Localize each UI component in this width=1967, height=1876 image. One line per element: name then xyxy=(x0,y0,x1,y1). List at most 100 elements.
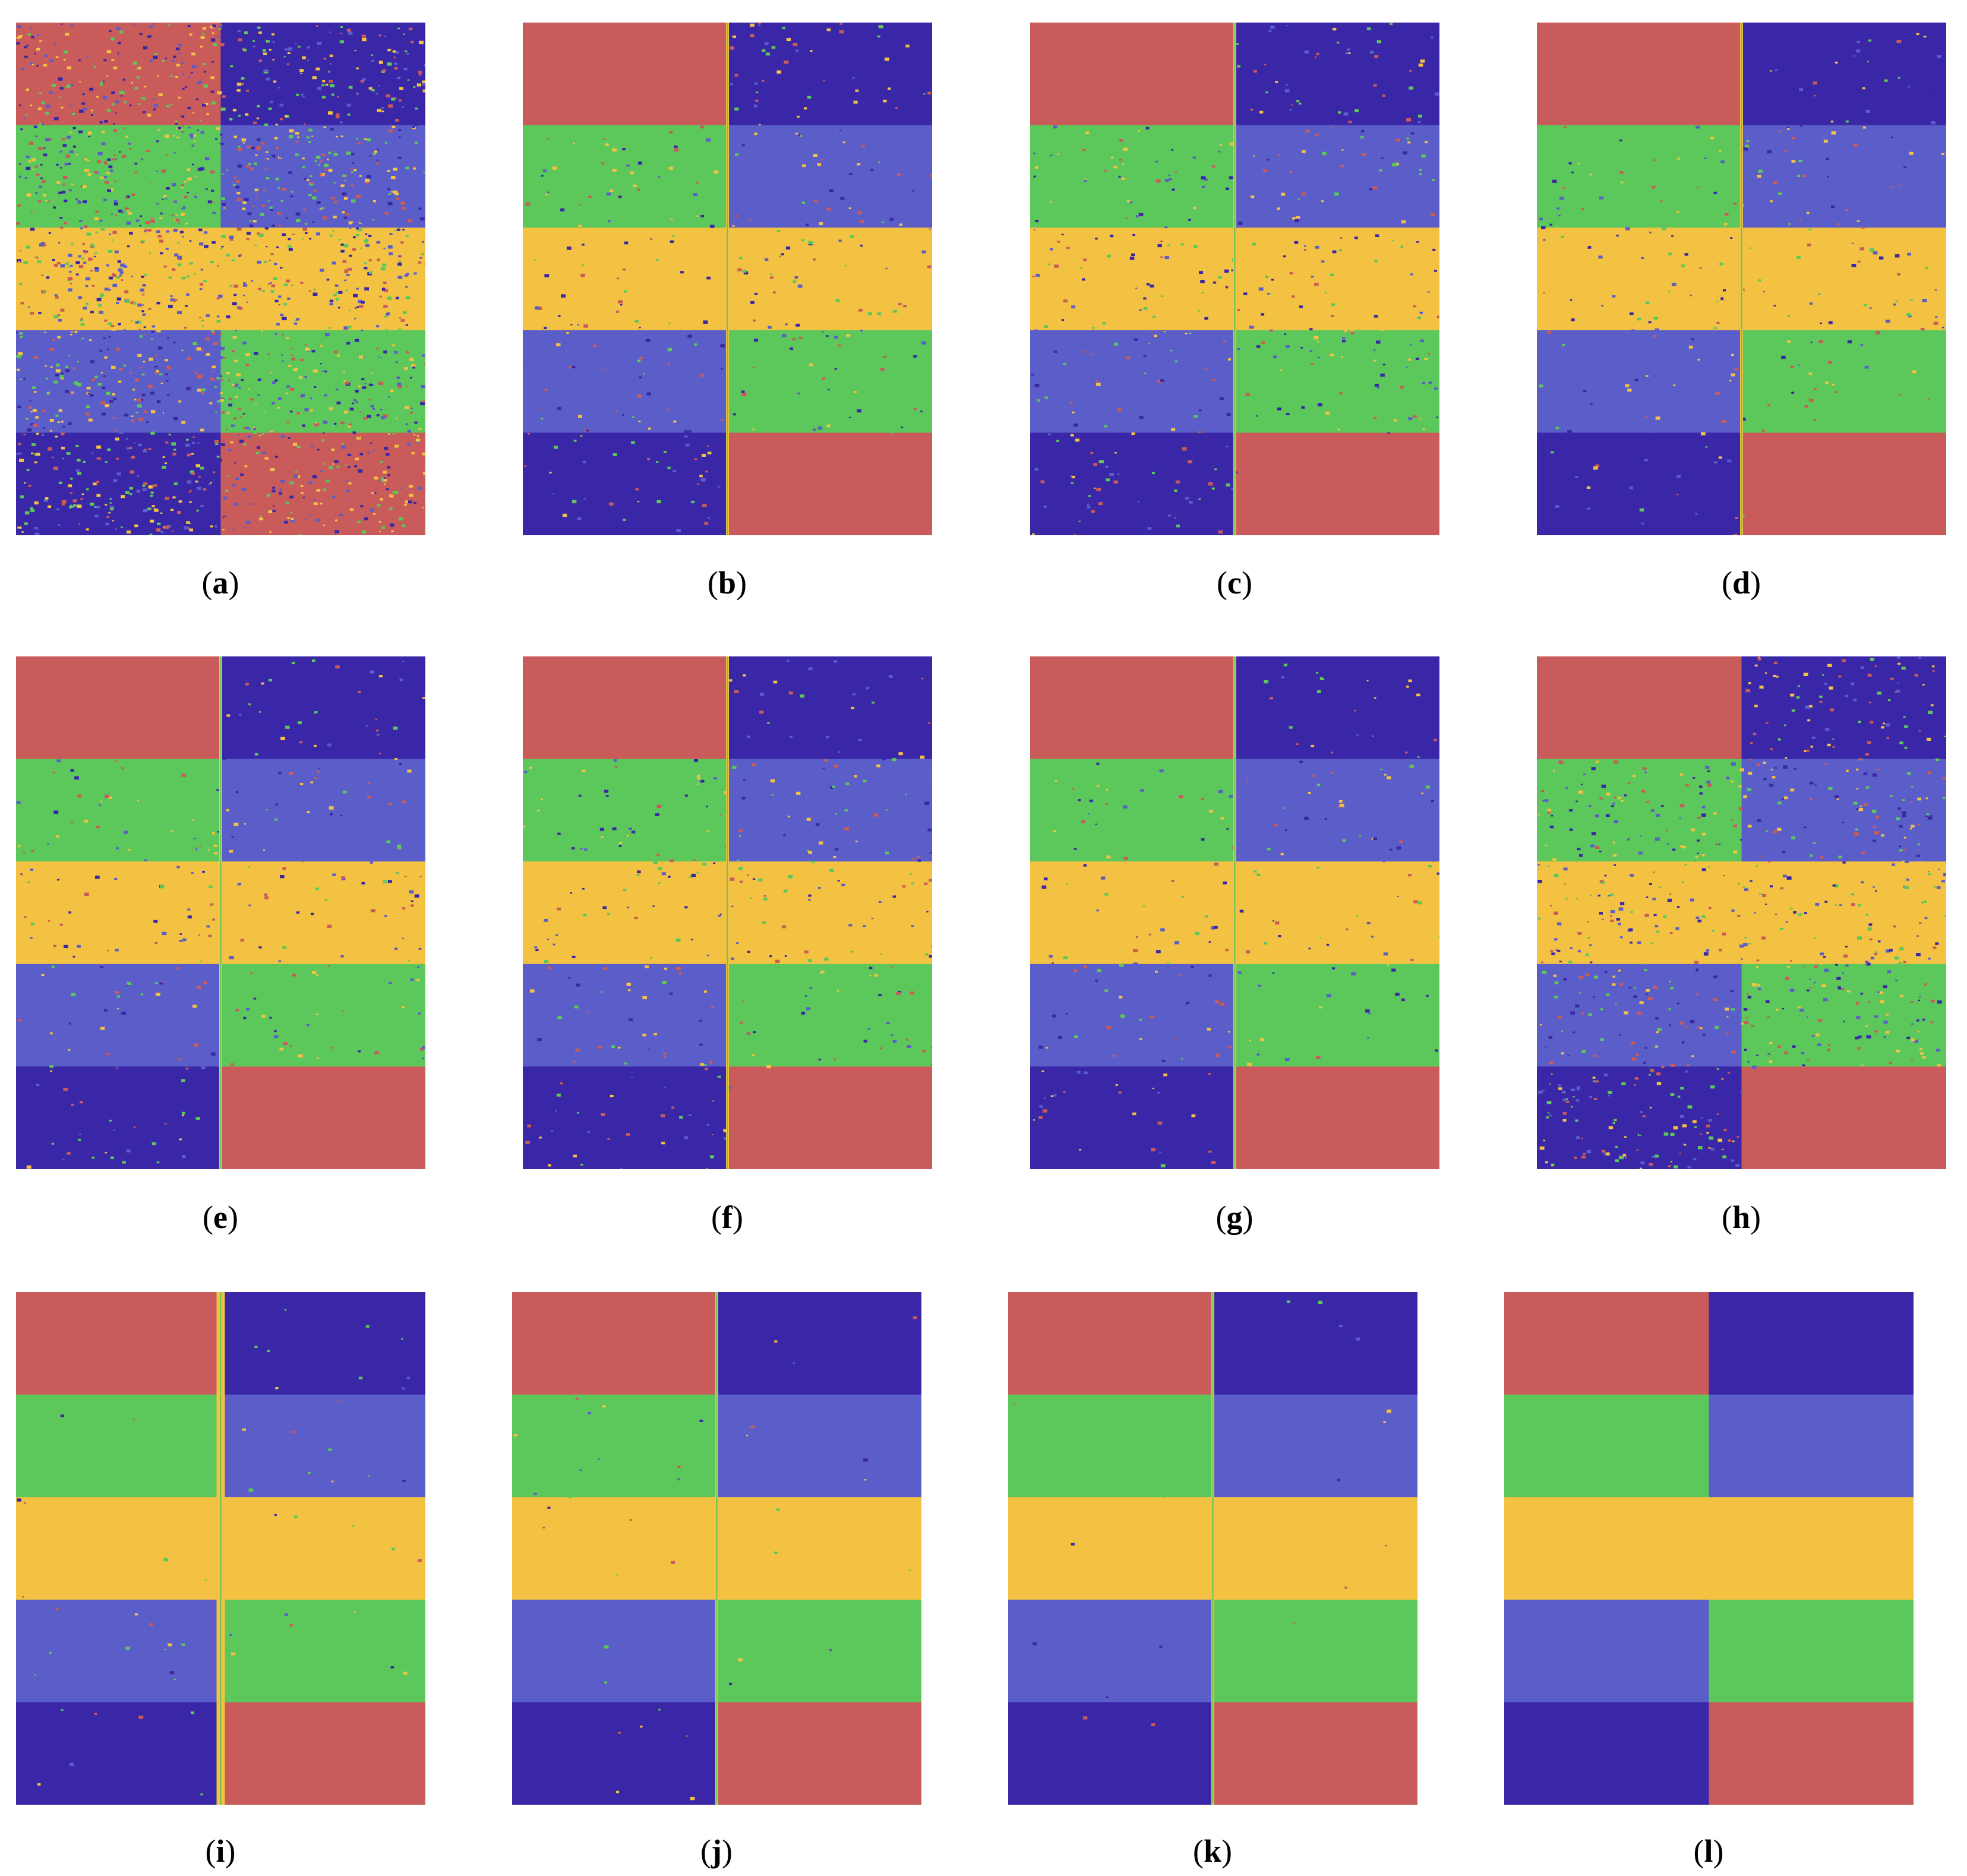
panel-a xyxy=(16,23,425,535)
region-right-red xyxy=(716,1702,921,1805)
region-left-red xyxy=(1008,1292,1213,1395)
region-left-red xyxy=(16,1292,221,1395)
region-right-green xyxy=(1234,330,1439,433)
region-left-light_blue xyxy=(1008,1599,1213,1703)
region-left-green xyxy=(1537,125,1742,228)
region-right-red xyxy=(1213,1702,1417,1805)
region-left-dark_blue xyxy=(1537,432,1742,535)
region-right-light_blue xyxy=(716,1394,921,1498)
region-left-dark_blue xyxy=(1030,1066,1235,1169)
region-right-red xyxy=(1234,1066,1439,1169)
region-left-red xyxy=(1030,23,1235,126)
region-right-dark_blue xyxy=(220,23,425,126)
region-left-yellow xyxy=(16,1497,221,1600)
region-left-red xyxy=(523,23,728,126)
region-right-green xyxy=(220,330,425,433)
region-right-dark_blue xyxy=(1234,23,1439,126)
panel-l xyxy=(1504,1292,1914,1805)
caption-label: d xyxy=(1732,565,1751,601)
region-right-dark_blue xyxy=(220,1292,425,1395)
noise-speckles xyxy=(1032,664,1439,1168)
region-left-red xyxy=(523,656,728,760)
segmentation-map-d xyxy=(1537,23,1946,535)
region-right-green xyxy=(727,964,932,1067)
region-right-light_blue xyxy=(727,759,932,862)
region-right-red xyxy=(727,1066,932,1169)
boundary-edge xyxy=(220,1292,222,1805)
region-right-green xyxy=(1741,964,1946,1067)
region-left-light_blue xyxy=(1030,330,1235,433)
segmentation-map-k xyxy=(1008,1292,1417,1805)
region-right-light_blue xyxy=(220,1394,425,1498)
noise-speckles xyxy=(16,23,425,535)
region-right-dark_blue xyxy=(716,1292,921,1395)
region-right-green xyxy=(1234,964,1439,1067)
caption-label: e xyxy=(213,1199,228,1235)
region-left-green xyxy=(1008,1394,1213,1498)
region-left-red xyxy=(1537,23,1742,126)
region-left-red xyxy=(16,656,221,760)
region-left-red xyxy=(1504,1292,1709,1395)
noise-speckles xyxy=(1539,23,1946,535)
region-right-yellow xyxy=(1234,228,1439,331)
noise-speckles xyxy=(1013,1300,1391,1791)
region-left-red xyxy=(1537,656,1742,760)
caption-label: l xyxy=(1704,1833,1713,1869)
panel-b xyxy=(523,23,932,535)
caption-c: (c) xyxy=(1217,565,1252,601)
region-right-red xyxy=(220,432,425,535)
region-left-green xyxy=(16,759,221,862)
segmentation-map-c xyxy=(1030,23,1439,535)
region-right-green xyxy=(220,1599,425,1703)
caption-j: (j) xyxy=(700,1833,733,1869)
panel-i xyxy=(16,1292,425,1805)
region-left-dark_blue xyxy=(1030,432,1235,535)
panel-f xyxy=(523,656,932,1169)
caption-l: (l) xyxy=(1693,1833,1724,1869)
region-right-light_blue xyxy=(727,125,932,228)
region-right-green xyxy=(220,964,425,1067)
region-left-dark_blue xyxy=(1008,1702,1213,1805)
region-right-yellow xyxy=(1213,1497,1417,1600)
region-right-yellow xyxy=(220,861,425,965)
region-left-green xyxy=(512,1394,717,1498)
region-left-green xyxy=(1537,759,1742,862)
region-right-dark_blue xyxy=(727,656,932,760)
noise-speckles xyxy=(1537,656,1946,1169)
panel-g xyxy=(1030,656,1439,1169)
region-left-dark_blue xyxy=(16,432,221,535)
boundary-edge xyxy=(727,656,728,1169)
caption-f: (f) xyxy=(711,1199,743,1235)
region-right-yellow xyxy=(716,1497,921,1600)
region-right-yellow xyxy=(220,228,425,331)
segmentation-map-a xyxy=(16,23,425,535)
region-right-dark_blue xyxy=(1709,1292,1914,1395)
region-left-light_blue xyxy=(523,330,728,433)
boundary-edge xyxy=(716,1292,718,1805)
caption-label: g xyxy=(1226,1199,1243,1235)
segmentation-map-g xyxy=(1030,656,1439,1169)
caption-label: a xyxy=(212,565,229,601)
region-left-light_blue xyxy=(1537,964,1742,1067)
region-left-light_blue xyxy=(1537,330,1742,433)
noise-speckles xyxy=(523,23,932,533)
boundary-edge xyxy=(1741,23,1742,535)
region-right-light_blue xyxy=(1741,759,1946,862)
region-left-yellow xyxy=(1008,1497,1213,1600)
region-left-green xyxy=(16,1394,221,1498)
caption-label: f xyxy=(722,1199,733,1235)
segmentation-map-h xyxy=(1537,656,1946,1169)
region-left-dark_blue xyxy=(16,1066,221,1169)
caption-b: (b) xyxy=(707,565,747,601)
region-left-light_blue xyxy=(512,1599,717,1703)
boundary-edge xyxy=(727,23,728,535)
region-right-red xyxy=(1709,1702,1914,1805)
region-right-yellow xyxy=(727,228,932,331)
region-right-yellow xyxy=(1709,1497,1914,1600)
segmentation-map-e xyxy=(16,656,425,1169)
region-left-light_blue xyxy=(1504,1599,1709,1703)
region-left-light_blue xyxy=(1030,964,1235,1067)
region-right-dark_blue xyxy=(1741,656,1946,760)
region-right-green xyxy=(1213,1599,1417,1703)
panel-k xyxy=(1008,1292,1417,1805)
